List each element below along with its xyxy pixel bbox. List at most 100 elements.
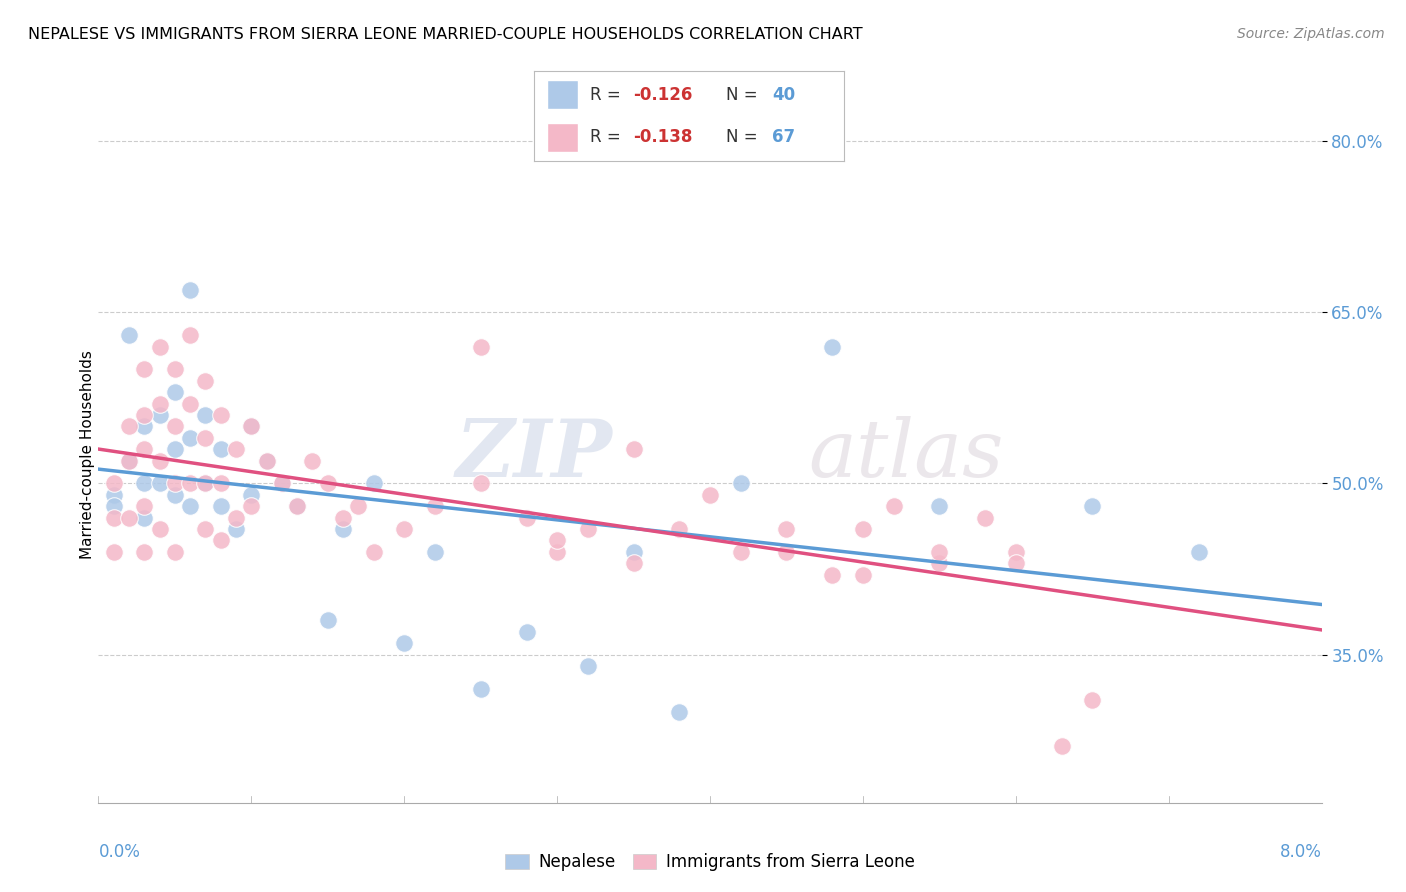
Point bbox=[134, 500, 156, 514]
Point bbox=[134, 545, 156, 559]
Point bbox=[194, 374, 217, 388]
Point bbox=[1081, 500, 1104, 514]
Point bbox=[163, 545, 186, 559]
Point bbox=[363, 545, 385, 559]
Text: R =: R = bbox=[591, 86, 626, 103]
Point bbox=[179, 500, 201, 514]
Point bbox=[209, 533, 232, 548]
Text: N =: N = bbox=[725, 86, 763, 103]
Point bbox=[1188, 545, 1211, 559]
Point bbox=[225, 510, 247, 524]
Point bbox=[225, 442, 247, 457]
Point bbox=[852, 522, 875, 536]
Point bbox=[576, 659, 599, 673]
Point bbox=[240, 419, 263, 434]
Point bbox=[118, 453, 141, 467]
Point bbox=[301, 453, 323, 467]
Text: 8.0%: 8.0% bbox=[1279, 843, 1322, 861]
Point bbox=[928, 556, 950, 570]
Point bbox=[163, 476, 186, 491]
Point bbox=[209, 500, 232, 514]
Point bbox=[163, 419, 186, 434]
Point bbox=[316, 476, 339, 491]
Point bbox=[347, 500, 370, 514]
Point bbox=[270, 476, 294, 491]
Point bbox=[179, 283, 201, 297]
Point bbox=[1004, 556, 1026, 570]
Point bbox=[179, 396, 201, 410]
Point bbox=[194, 408, 217, 422]
Point bbox=[134, 419, 156, 434]
Point bbox=[163, 362, 186, 376]
Y-axis label: Married-couple Households: Married-couple Households bbox=[80, 351, 94, 559]
Point bbox=[256, 453, 278, 467]
Point bbox=[821, 340, 844, 354]
Point bbox=[470, 681, 492, 696]
Point bbox=[699, 488, 721, 502]
Point bbox=[668, 705, 690, 719]
Point bbox=[149, 522, 172, 536]
Point bbox=[179, 476, 201, 491]
Point bbox=[623, 556, 645, 570]
Point bbox=[546, 533, 568, 548]
Point bbox=[103, 488, 125, 502]
Text: 40: 40 bbox=[772, 86, 796, 103]
Point bbox=[928, 545, 950, 559]
Point bbox=[852, 567, 875, 582]
Point bbox=[149, 340, 172, 354]
Point bbox=[332, 522, 354, 536]
Text: 67: 67 bbox=[772, 128, 796, 146]
Point bbox=[392, 522, 416, 536]
Point bbox=[194, 431, 217, 445]
Point bbox=[363, 476, 385, 491]
Point bbox=[240, 488, 263, 502]
Point bbox=[775, 522, 797, 536]
Point bbox=[270, 476, 294, 491]
Point bbox=[118, 510, 141, 524]
Text: -0.126: -0.126 bbox=[633, 86, 693, 103]
Point bbox=[118, 419, 141, 434]
Point bbox=[149, 476, 172, 491]
Point bbox=[194, 522, 217, 536]
Point bbox=[118, 453, 141, 467]
Text: -0.138: -0.138 bbox=[633, 128, 693, 146]
Point bbox=[316, 613, 339, 627]
Point bbox=[1004, 545, 1026, 559]
Point bbox=[285, 500, 308, 514]
Point bbox=[1081, 693, 1104, 707]
Text: Source: ZipAtlas.com: Source: ZipAtlas.com bbox=[1237, 27, 1385, 41]
Point bbox=[730, 476, 752, 491]
Point bbox=[163, 442, 186, 457]
Point bbox=[974, 510, 997, 524]
Point bbox=[423, 545, 446, 559]
Point bbox=[134, 408, 156, 422]
Text: NEPALESE VS IMMIGRANTS FROM SIERRA LEONE MARRIED-COUPLE HOUSEHOLDS CORRELATION C: NEPALESE VS IMMIGRANTS FROM SIERRA LEONE… bbox=[28, 27, 863, 42]
Point bbox=[149, 396, 172, 410]
Point bbox=[470, 340, 492, 354]
Point bbox=[225, 522, 247, 536]
Point bbox=[179, 431, 201, 445]
Point bbox=[134, 362, 156, 376]
Point bbox=[179, 328, 201, 343]
Point bbox=[821, 567, 844, 582]
Point bbox=[134, 510, 156, 524]
Point bbox=[285, 500, 308, 514]
Point bbox=[103, 476, 125, 491]
Point bbox=[118, 328, 141, 343]
Point bbox=[623, 442, 645, 457]
Point bbox=[209, 442, 232, 457]
Text: N =: N = bbox=[725, 128, 763, 146]
Point bbox=[209, 408, 232, 422]
Point bbox=[194, 476, 217, 491]
Point bbox=[392, 636, 416, 650]
Point bbox=[103, 510, 125, 524]
Point bbox=[209, 476, 232, 491]
Point bbox=[163, 488, 186, 502]
FancyBboxPatch shape bbox=[547, 123, 578, 152]
FancyBboxPatch shape bbox=[547, 80, 578, 109]
Point bbox=[730, 545, 752, 559]
Point bbox=[516, 510, 538, 524]
Legend: Nepalese, Immigrants from Sierra Leone: Nepalese, Immigrants from Sierra Leone bbox=[499, 847, 921, 878]
Point bbox=[623, 545, 645, 559]
Point bbox=[546, 545, 568, 559]
